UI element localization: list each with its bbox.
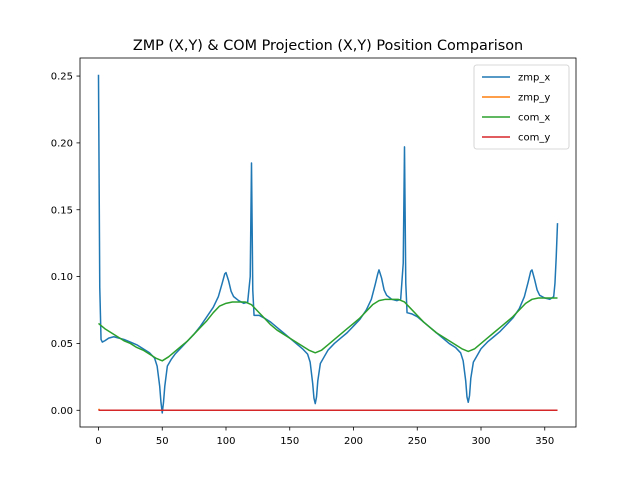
- x-tick-label: 350: [535, 436, 554, 447]
- series-group: [97, 74, 559, 414]
- legend-label-com-y: com_y: [518, 133, 550, 144]
- legend-box: [473, 64, 570, 150]
- legend: zmp_x zmp_y com_x com_y: [473, 64, 570, 150]
- x-tick-label: 100: [216, 436, 235, 447]
- series-line-com-x: [98, 297, 558, 362]
- x-tick-label: 300: [471, 436, 490, 447]
- y-tick-label: 0.20: [51, 138, 73, 149]
- legend-label-com-x: com_x: [518, 113, 550, 124]
- axes: 0 50 100 150 200 250 300 350 0.00 0.05 0.10 0.15 0.2…: [51, 57, 577, 447]
- y-tick-label: 0.00: [51, 406, 73, 417]
- x-tick-label: 150: [280, 436, 299, 447]
- x-tick-label: 0: [95, 436, 101, 447]
- x-tick-label: 250: [408, 436, 427, 447]
- x-tick-label: 200: [344, 436, 363, 447]
- chart-title: ZMP (X,Y) & COM Projection (X,Y) Positio…: [133, 38, 523, 54]
- y-tick-label: 0.10: [51, 272, 73, 283]
- y-tick-label: 0.15: [51, 205, 73, 216]
- axes-frame: [79, 57, 577, 428]
- y-tick-label: 0.25: [51, 72, 73, 83]
- legend-label-zmp-x: zmp_x: [518, 73, 550, 84]
- plot-area: [97, 74, 559, 414]
- y-tick-label: 0.05: [51, 339, 73, 350]
- legend-label-zmp-y: zmp_y: [518, 93, 550, 104]
- series-line-zmp-x: [97, 74, 559, 414]
- x-tick-label: 50: [156, 436, 169, 447]
